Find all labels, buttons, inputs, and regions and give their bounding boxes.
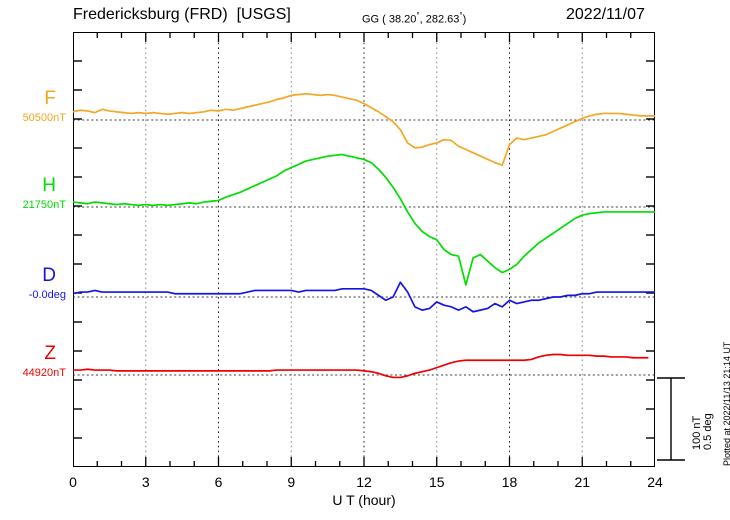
component-letter-d: D [42, 265, 56, 286]
axis-ticks [73, 32, 655, 467]
component-letter-z: Z [44, 343, 56, 364]
x-tick-3: 3 [141, 474, 150, 490]
page-title: Fredericksburg (FRD) [USGS] [73, 6, 291, 23]
component-baseline-h: 21750nT [22, 199, 66, 211]
x-tick-24: 24 [647, 474, 663, 490]
x-tick-18: 18 [501, 474, 518, 490]
component-baseline-d: -0.0deg [28, 289, 66, 301]
degree-symbol-lat: ° [416, 11, 420, 20]
observation-date: 2022/11/07 [566, 6, 645, 23]
x-tick-15: 15 [428, 474, 445, 490]
data-traces [73, 92, 655, 379]
scale-bar [657, 377, 685, 461]
x-tick-12: 12 [356, 474, 372, 490]
x-axis-title: U T (hour) [332, 492, 396, 508]
x-tick-0: 0 [69, 474, 77, 490]
geographic-coordinates: GG ( 38.20°, 282.63°) [362, 11, 466, 26]
plotted-at-stamp: Plotted at 2022/11/13 21:14 UT [722, 341, 730, 466]
degree-symbol-lon: ° [459, 11, 463, 20]
component-letter-h: H [42, 175, 56, 196]
component-baseline-z: 44920nT [22, 367, 66, 379]
component-letter-f: F [44, 88, 56, 109]
x-tick-6: 6 [214, 474, 223, 490]
geo-coords-lat: GG ( 38.20 [362, 13, 417, 26]
x-tick-9: 9 [287, 474, 296, 490]
grid-lines [145, 33, 583, 466]
geo-coords-close: ) [462, 13, 467, 26]
x-tick-21: 21 [574, 474, 591, 490]
component-baseline-f: 50500nT [22, 112, 66, 124]
scale-bar-deg-label: 0.5 deg [702, 413, 714, 450]
geo-coords-lon: , 282.63 [419, 13, 460, 26]
magnetogram-plot [73, 32, 655, 467]
